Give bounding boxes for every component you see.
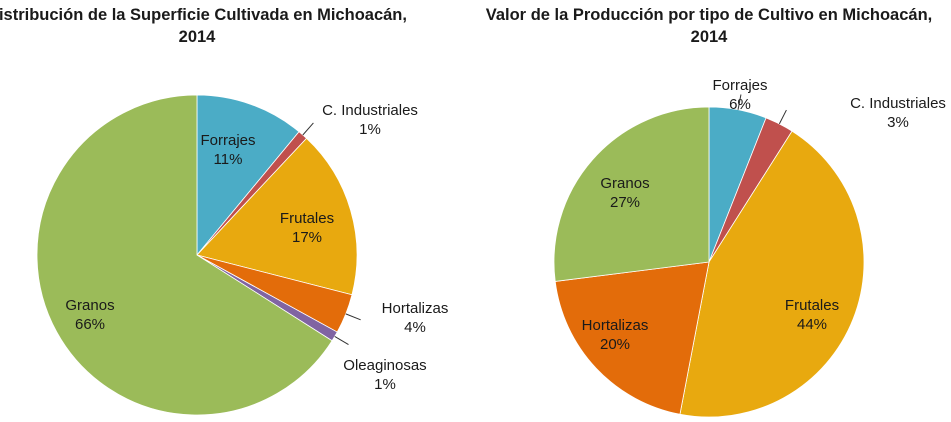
pie-slice bbox=[196, 94, 300, 257]
pie-slice bbox=[196, 137, 358, 296]
category-label: C. Industriales bbox=[850, 95, 946, 112]
value-label: 20% bbox=[599, 336, 631, 353]
chart-title: Distribución de la Superficie Cultivada … bbox=[0, 6, 407, 46]
category-label: Hortalizas bbox=[381, 300, 449, 317]
data-label: Frutales 44% bbox=[752, 296, 872, 334]
data-label: Frutales 17% bbox=[247, 209, 367, 247]
data-label: C. Industriales 3% bbox=[838, 94, 951, 132]
value-label: 27% bbox=[609, 194, 641, 211]
value-label: 11% bbox=[213, 151, 243, 168]
data-label: Granos 27% bbox=[565, 174, 685, 212]
leader-line bbox=[778, 109, 787, 125]
value-label: 6% bbox=[729, 96, 751, 113]
value-label: 4% bbox=[404, 319, 426, 336]
pie-slice bbox=[554, 261, 710, 415]
data-label: Forrajes 11% bbox=[168, 131, 288, 169]
value-label: 17% bbox=[291, 229, 323, 246]
category-label: Frutales bbox=[784, 297, 840, 314]
data-label: Forrajes 6% bbox=[680, 76, 800, 114]
value-label: 66% bbox=[74, 316, 106, 333]
category-label: Forrajes bbox=[200, 132, 256, 149]
category-label: Oleaginosas bbox=[343, 357, 427, 374]
value-label: 1% bbox=[374, 376, 396, 393]
leader-line bbox=[737, 94, 742, 110]
pie-slice bbox=[553, 106, 710, 282]
category-label: C. Industriales bbox=[322, 102, 418, 119]
leader-line bbox=[302, 122, 314, 136]
value-label: 3% bbox=[887, 114, 909, 131]
category-label: Granos bbox=[600, 175, 650, 192]
data-label: Hortalizas 20% bbox=[555, 316, 675, 354]
category-label: Granos bbox=[65, 297, 115, 314]
pie-slice bbox=[679, 130, 865, 418]
value-label: 44% bbox=[796, 316, 828, 333]
category-label: Forrajes bbox=[712, 77, 768, 94]
data-label: Oleaginosas 1% bbox=[325, 356, 445, 394]
data-label: Granos 66% bbox=[30, 296, 150, 334]
data-label: C. Industriales 1% bbox=[310, 101, 430, 139]
category-label: Frutales bbox=[279, 210, 335, 227]
value-label: 1% bbox=[359, 121, 381, 138]
data-label: Hortalizas 4% bbox=[355, 299, 475, 337]
chart-title: Valor de la Producción por tipo de Culti… bbox=[485, 6, 933, 46]
category-label: Hortalizas bbox=[581, 317, 649, 334]
pie-slice bbox=[36, 94, 333, 416]
leader-line bbox=[334, 336, 349, 346]
leader-line bbox=[345, 313, 361, 321]
